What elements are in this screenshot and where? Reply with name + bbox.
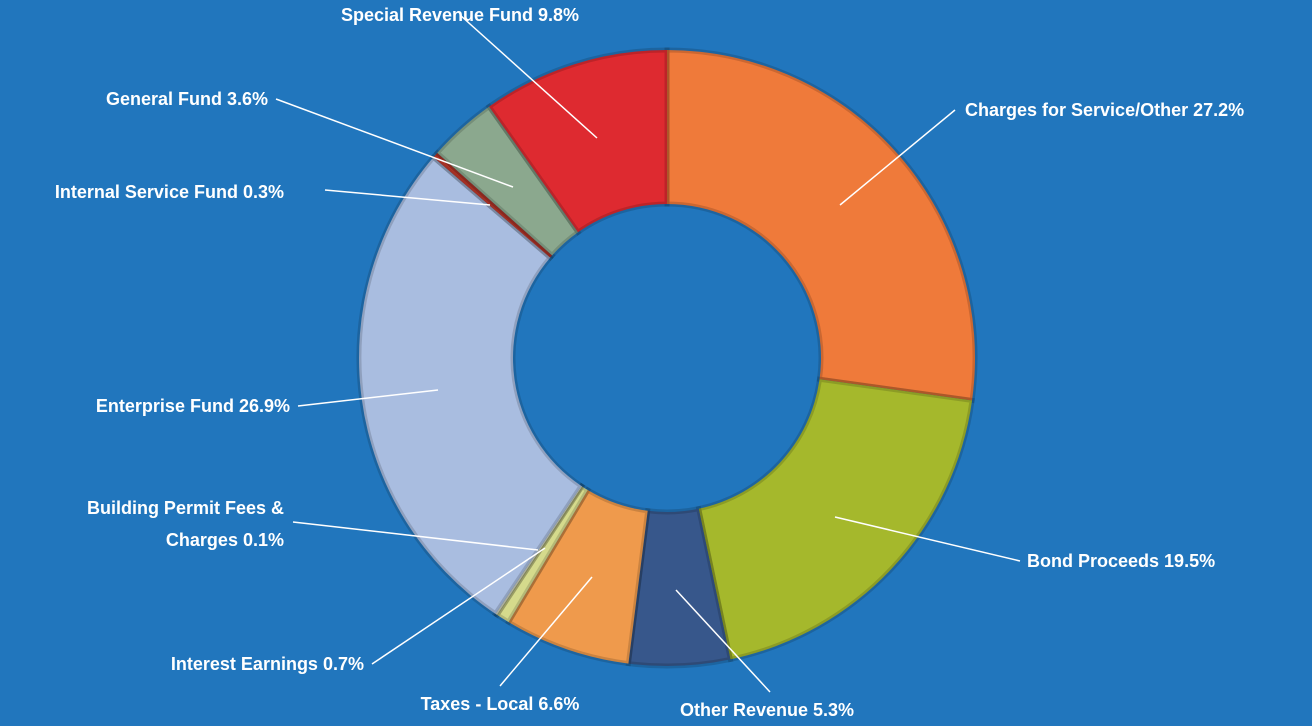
donut-segment [485,47,670,236]
slice-label: Taxes - Local 6.6% [421,688,580,720]
leader-line [459,14,598,139]
leader-line [675,589,771,693]
donut-segment [664,47,978,404]
leader-line [839,109,956,206]
leader-line [499,576,593,687]
donut-segment [505,486,651,667]
donut-segment [492,482,586,619]
value-label: 0.1% [242,530,284,550]
slice-label: Internal Service Fund 0.3% [55,176,284,208]
category-name: Taxes - Local [420,694,534,714]
leader-line [324,189,491,206]
value-label: 19.5% [1164,551,1216,571]
donut-segment [493,482,592,626]
category-name: Building Permit Fees & Charges [86,498,284,550]
slice-label: General Fund 3.6% [106,83,268,115]
leader-line [834,516,1021,562]
leader-line [292,521,539,551]
slice-label: Other Revenue 5.3% [680,694,854,726]
value-label: 0.3% [242,182,284,202]
leader-line [371,547,546,665]
category-name: Bond Proceeds [1027,551,1160,571]
category-name: Interest Earnings [170,654,318,674]
leader-line [275,98,514,188]
category-name: Enterprise Fund [95,396,234,416]
value-label: 3.6% [226,89,268,109]
category-name: General Fund [105,89,222,109]
donut-segment [625,505,734,669]
slice-label: Building Permit Fees & Charges 0.1% [34,492,284,556]
slice-label: Interest Earnings 0.7% [171,648,364,680]
slice-label: Special Revenue Fund 9.8% [341,0,579,31]
leader-line [297,389,439,407]
value-label: 9.8% [538,5,580,25]
value-label: 6.6% [538,694,580,714]
value-label: 26.9% [238,396,290,416]
slice-label: Enterprise Fund 26.9% [96,390,290,422]
value-label: 0.7% [322,654,364,674]
donut-segment [356,153,585,618]
donut-segment [695,376,975,663]
category-name: Internal Service Fund [54,182,238,202]
value-label: 5.3% [813,700,855,720]
value-label: 27.2% [1193,100,1245,120]
slice-label: Charges for Service/Other 27.2% [965,94,1244,126]
slice-label: Bond Proceeds 19.5% [1027,545,1215,577]
category-name: Charges for Service/Other [965,100,1189,120]
category-name: Other Revenue [679,700,808,720]
category-name: Special Revenue Fund [340,5,534,25]
